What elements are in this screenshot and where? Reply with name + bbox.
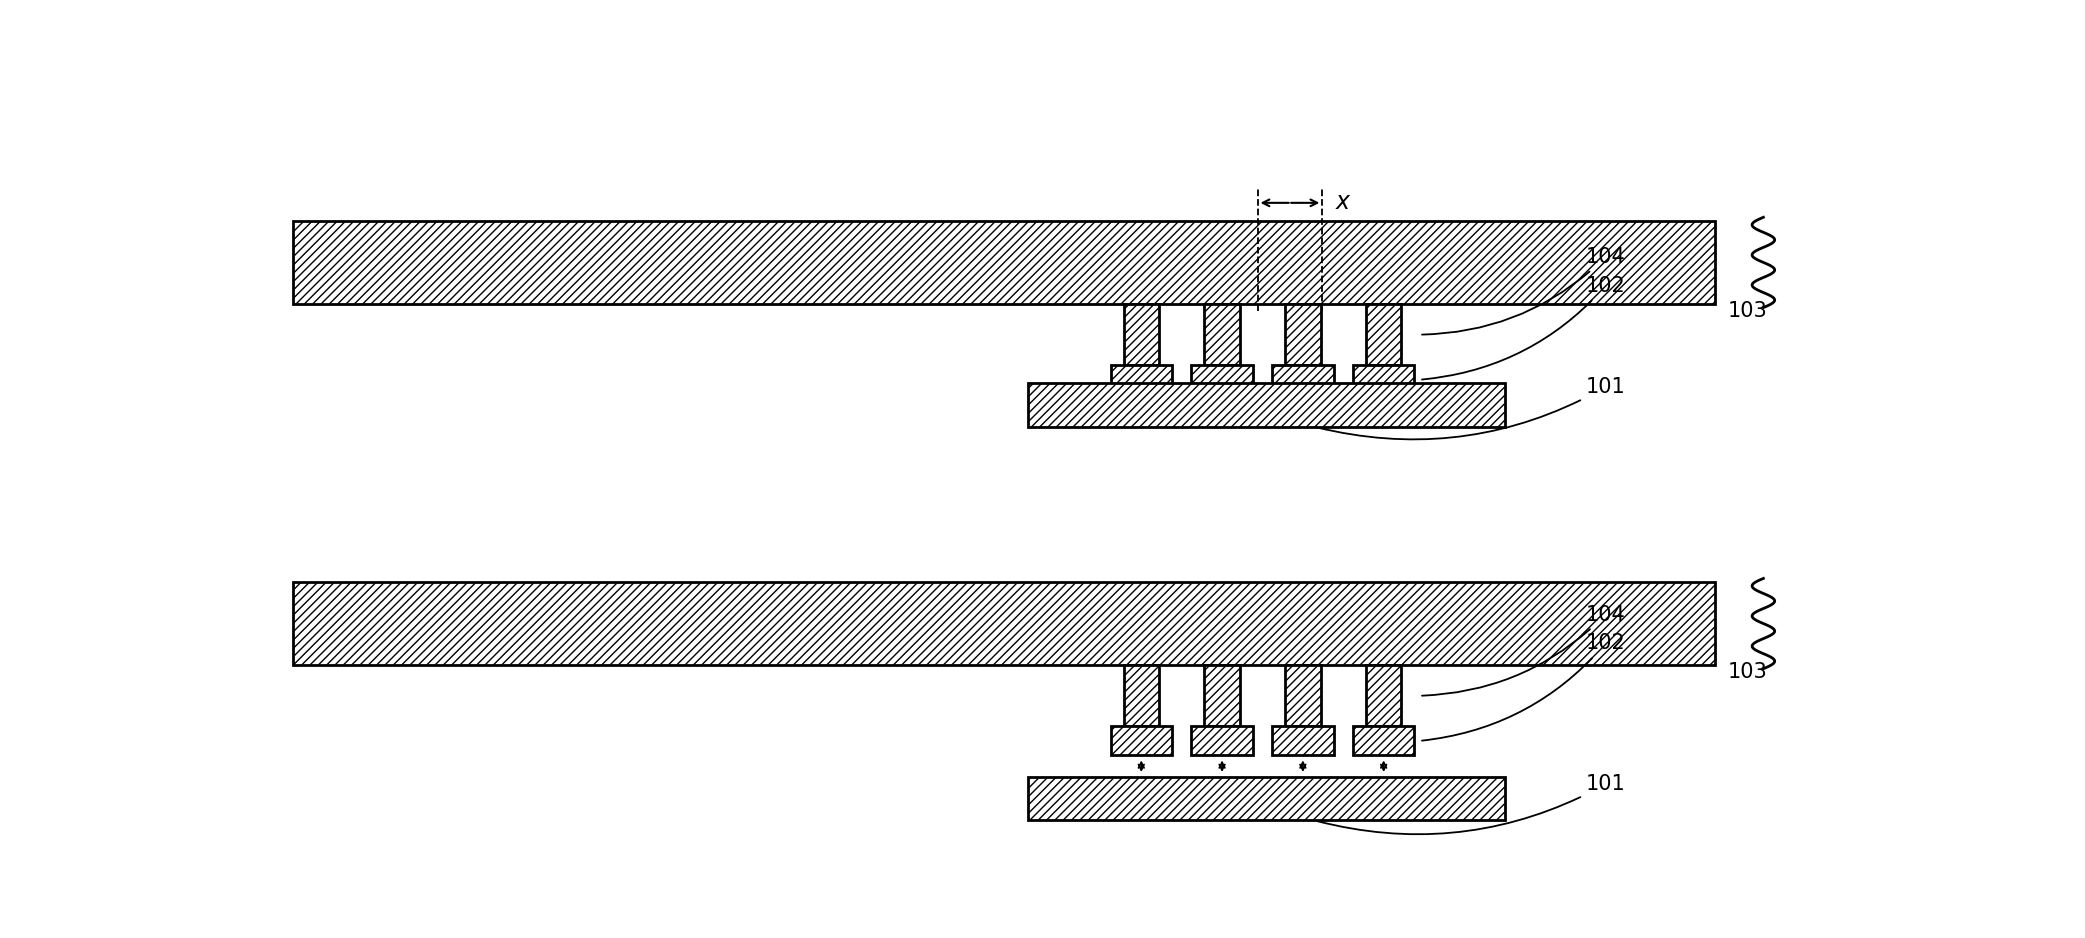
Bar <box>1124 665 1159 727</box>
Bar <box>1284 665 1320 727</box>
Text: 104: 104 <box>1422 604 1626 696</box>
Bar <box>1205 304 1241 366</box>
Bar <box>1111 727 1172 755</box>
Bar <box>1284 304 1320 366</box>
Text: 101: 101 <box>1318 774 1626 834</box>
Bar <box>1272 727 1334 755</box>
Bar <box>1028 384 1505 427</box>
Text: 103: 103 <box>1728 662 1768 682</box>
Bar <box>1205 665 1241 727</box>
Text: 102: 102 <box>1422 633 1626 741</box>
Bar <box>292 582 1714 665</box>
Bar <box>292 221 1714 304</box>
Bar <box>1272 366 1334 394</box>
Bar <box>1353 727 1414 755</box>
Bar <box>1353 366 1414 394</box>
Bar <box>1028 777 1505 821</box>
Text: 102: 102 <box>1422 276 1626 380</box>
Text: x: x <box>1334 190 1349 214</box>
Bar <box>1366 304 1401 366</box>
Text: 101: 101 <box>1318 377 1626 439</box>
Bar <box>1191 727 1253 755</box>
Bar <box>1191 366 1253 394</box>
Bar <box>1111 366 1172 394</box>
Bar <box>1124 304 1159 366</box>
Bar <box>1366 665 1401 727</box>
Text: 104: 104 <box>1422 247 1626 335</box>
Text: 103: 103 <box>1728 301 1768 321</box>
